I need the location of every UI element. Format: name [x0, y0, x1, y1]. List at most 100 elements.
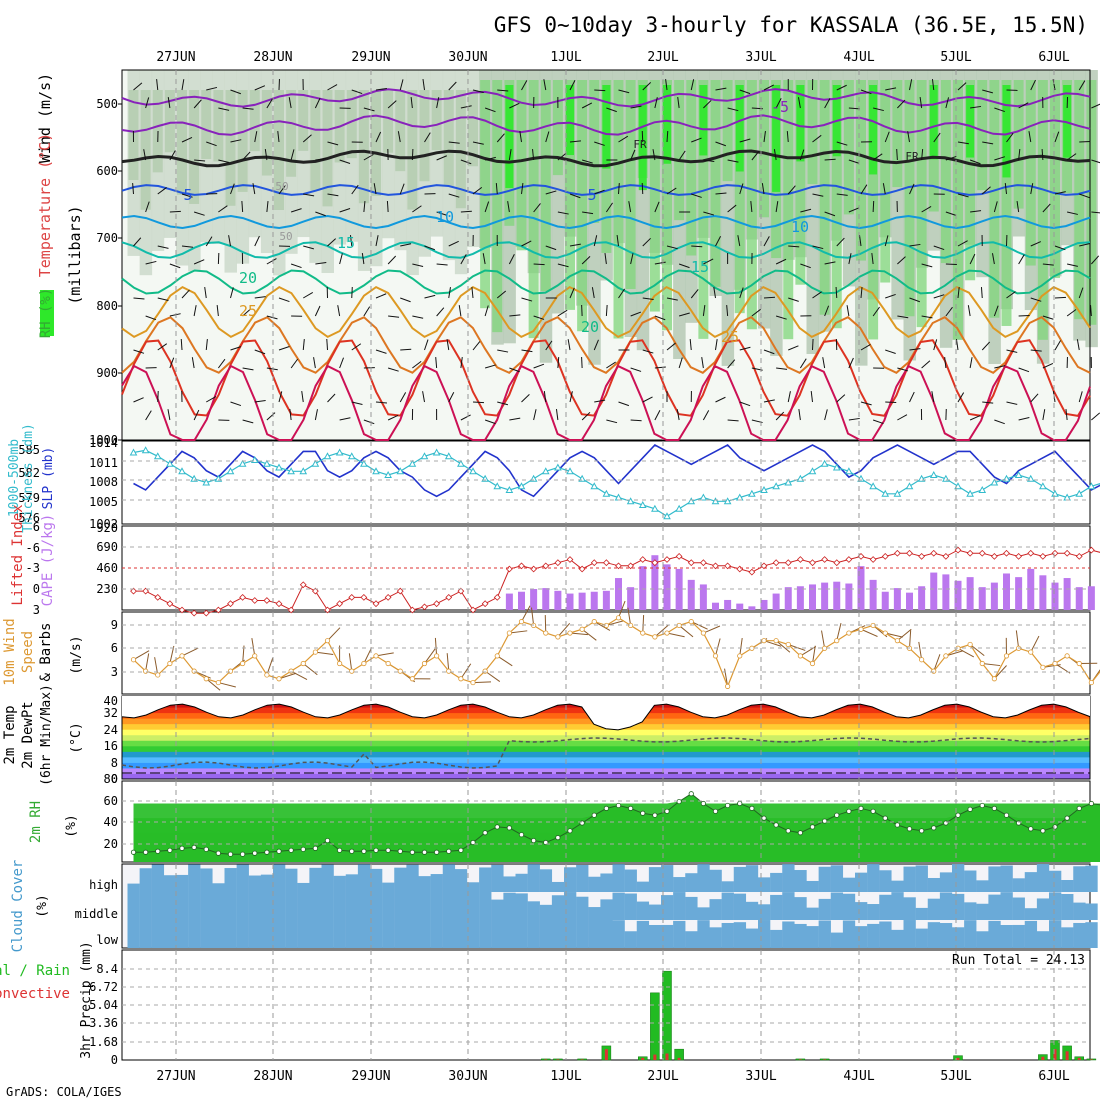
surface-wind-barb — [982, 663, 1001, 667]
credit-text: GrADS: COLA/IGES — [6, 1085, 122, 1099]
thickness-point — [699, 493, 708, 501]
wind-barb — [800, 263, 811, 269]
cloud-cover-cell — [163, 892, 177, 920]
wind-barb — [458, 305, 462, 317]
wind-barb — [533, 203, 541, 213]
lifted-index-point — [893, 549, 901, 557]
pressure-tick-label: 900 — [96, 366, 118, 380]
rh-label: 2m RH — [28, 801, 44, 843]
wind-speed-point — [288, 668, 294, 674]
wind-barb — [751, 308, 761, 317]
slp-tick-label: 1011 — [89, 456, 118, 470]
cloud-cover-cell — [673, 877, 686, 892]
wind-barb — [181, 136, 193, 143]
cloud-cover-cell — [394, 892, 407, 920]
wind-barb — [715, 396, 726, 403]
cloud-cover-cell — [285, 868, 298, 892]
lifted-index-point — [408, 606, 416, 614]
wind-speed-point — [215, 679, 221, 686]
wind-barb — [1030, 183, 1034, 195]
cape-bar — [1075, 587, 1083, 610]
cloud-cover-cell — [551, 881, 565, 892]
wind-barb — [848, 159, 860, 164]
wind-barb — [145, 260, 157, 265]
wind-speed-point — [385, 660, 391, 667]
cloud-cover-cell — [1012, 924, 1025, 948]
thickness-point — [178, 467, 186, 475]
surface-wind-barb — [666, 632, 685, 638]
wind-barb — [422, 79, 425, 91]
wind-barb — [290, 263, 302, 269]
rh-shade-saturated — [735, 85, 744, 172]
wind-barb — [412, 360, 422, 369]
precip-tick-label: 3.36 — [89, 1016, 118, 1030]
rh-point — [446, 848, 452, 854]
wind-barb — [955, 339, 959, 351]
surface-wind-barb — [775, 640, 791, 653]
rh-shade-moist — [686, 80, 697, 256]
wind-speed-point — [1028, 649, 1034, 655]
cloud-cover-cell — [588, 907, 601, 920]
wind-barb — [436, 263, 448, 266]
wind-barb — [773, 149, 777, 161]
rh-shade-dry — [140, 90, 151, 210]
surface-wind-barb — [348, 653, 353, 672]
cape-bar — [675, 568, 683, 610]
temp-tick-label: 8 — [111, 756, 118, 770]
wind-barb — [933, 294, 945, 299]
cloud-cover-cell — [661, 895, 674, 920]
wind-barb — [509, 314, 521, 317]
thickness-point — [408, 459, 417, 467]
cloud-cover-cell — [151, 864, 165, 892]
wind-barb — [993, 201, 998, 213]
cloud-cover-cell — [842, 920, 856, 948]
cloud-cover-cell — [964, 870, 977, 892]
convective-bar — [544, 1059, 548, 1060]
cape-bar — [530, 589, 538, 610]
surface-wind-barb — [945, 650, 964, 657]
temperature-contour — [121, 241, 1091, 259]
wind-barb — [313, 357, 316, 369]
wind-barb — [533, 315, 545, 320]
cloud-cover-cell — [636, 901, 650, 920]
day-label-bottom: 4JUL — [843, 1069, 874, 1084]
wind-barb — [242, 419, 254, 424]
slp-label-thickness-1: 1000-500mb — [7, 439, 22, 517]
wind-speed-point — [797, 653, 803, 659]
wind-barb — [484, 305, 489, 317]
surface-wind-barb — [994, 665, 1007, 680]
rh-point — [130, 849, 137, 855]
cape-bar — [760, 599, 768, 610]
rh-point — [494, 824, 500, 830]
cloud-cover-cell — [382, 882, 395, 892]
wind-barb — [181, 193, 193, 198]
wind-barb — [397, 131, 401, 143]
surface-wind-barb — [581, 628, 597, 641]
wind-barb — [945, 97, 950, 109]
rh-point — [943, 820, 949, 826]
wind-barb — [436, 97, 440, 109]
wind-barb — [460, 254, 467, 265]
cloud-cover-cell — [576, 864, 589, 892]
wind-barb — [133, 349, 145, 354]
wind-barb — [1042, 263, 1054, 266]
wind-barb — [788, 245, 800, 248]
rh-shade-moist — [953, 80, 963, 340]
cloud-cover-cell — [685, 873, 698, 892]
cloud-cover-cell — [188, 920, 201, 948]
wind-barb — [400, 348, 412, 351]
rh-shade-moist — [613, 80, 624, 339]
wind-barb — [507, 201, 510, 213]
cloud-cover-cell — [564, 867, 577, 892]
cloud-cover-cell — [260, 892, 274, 920]
wind-barb — [703, 258, 714, 265]
lifted-index-point — [1039, 552, 1047, 560]
wind-barb — [727, 159, 739, 163]
wind-barb — [763, 349, 775, 355]
wind-barb — [169, 313, 181, 317]
rh-shade-dry — [419, 90, 430, 182]
pressure-tick-label: 600 — [96, 164, 118, 178]
wind-barb — [145, 201, 150, 213]
wind-barb — [472, 89, 484, 94]
cape-bar — [930, 572, 938, 610]
